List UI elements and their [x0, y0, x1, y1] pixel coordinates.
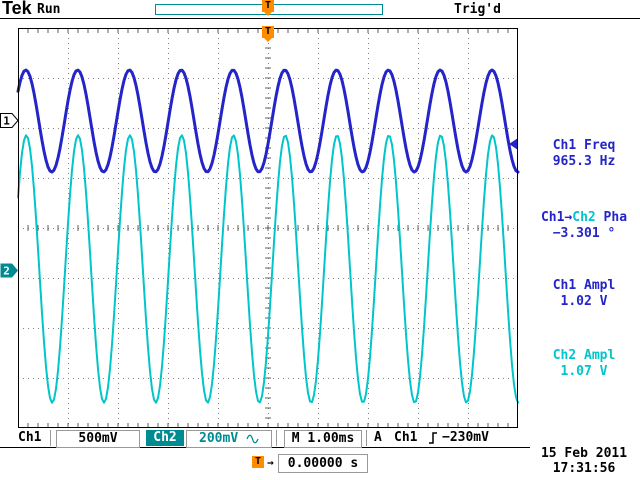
tek-logo: Tek: [2, 0, 32, 18]
ch2-marker-label: 2: [3, 265, 10, 278]
ch2-position-marker: 2: [0, 263, 18, 278]
measurement-value: 965.3 Hz: [552, 154, 616, 169]
trigger-mode-prefix: A: [374, 430, 382, 445]
ch2-scale: 200mV: [186, 430, 272, 448]
trigger-position-pointer-icon: [264, 12, 272, 16]
time: 17:31:56: [552, 461, 616, 476]
acquisition-state: Run: [37, 2, 61, 17]
trigger-state: Trig'd: [454, 2, 501, 17]
measurement-ch2-ampl: Ch2 Ampl 1.07 V: [528, 348, 640, 380]
measurement-value: 1.02 V: [560, 294, 608, 309]
measurement-label: Ch1 Ampl: [552, 278, 616, 293]
top-status-bar: Tek Run T Trig'd: [0, 0, 640, 19]
trigger-delay-marker-icon: T: [252, 456, 264, 468]
trigger-level-arrow-icon: [509, 138, 518, 150]
timebase: M 1.00ms: [284, 430, 362, 448]
divider: [50, 430, 51, 446]
measurement-value: −3.301 °: [552, 226, 616, 241]
graticule-trigger-marker-icon: T: [262, 26, 274, 38]
ac-coupling-icon: [246, 434, 259, 443]
trigger-position-marker-icon: T: [262, 0, 274, 12]
divider: [366, 430, 367, 446]
measurement-ch1-freq: Ch1 Freq 965.3 Hz: [528, 138, 640, 170]
ch1-waveform: [16, 68, 520, 174]
divider: [276, 430, 277, 446]
ch2-waveform: [17, 134, 519, 404]
arrow-right-icon: →: [267, 456, 274, 469]
measurement-ch1-ampl: Ch1 Ampl 1.02 V: [528, 278, 640, 310]
ch1-marker-shape: [0, 113, 19, 128]
date: 15 Feb 2011: [540, 446, 628, 461]
measurement-value: 1.07 V: [560, 364, 608, 379]
ch1-label: Ch1: [18, 430, 42, 445]
datetime: 15 Feb 2011 17:31:56: [528, 446, 640, 476]
trigger-level: −230mV: [442, 430, 489, 445]
trigger-source: Ch1: [394, 430, 418, 445]
ch1-position-marker: 1: [0, 113, 19, 128]
measurement-label: Ch2 Ampl: [552, 348, 616, 363]
measurement-label: Ch1→Ch2 Pha: [540, 210, 628, 225]
measurement-ch1-ch2-phase: Ch1→Ch2 Pha −3.301 °: [528, 210, 640, 242]
ch1-scale: 500mV: [56, 430, 140, 448]
trigger-delay-value: 0.00000 s: [278, 454, 368, 473]
ch1-marker-label: 1: [3, 115, 10, 128]
graticule-trigger-pointer-icon: [264, 38, 272, 42]
ch2-marker-shape: [0, 263, 18, 278]
bottom-status-bar: Ch1 500mV Ch2 200mV M 1.00ms A Ch1 −230m…: [0, 429, 530, 448]
waveform-display: [16, 28, 520, 428]
rising-edge-icon: [429, 432, 437, 444]
measurement-label: Ch1 Freq: [552, 138, 616, 153]
ch2-label: Ch2: [146, 430, 184, 446]
